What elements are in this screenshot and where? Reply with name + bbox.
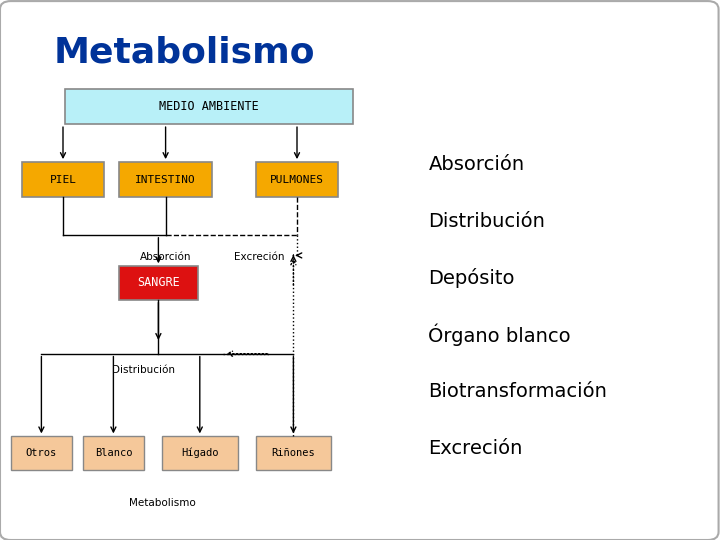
- Bar: [162, 436, 238, 470]
- Text: Blanco: Blanco: [94, 448, 132, 458]
- Text: SANGRE: SANGRE: [137, 276, 180, 289]
- Bar: [22, 162, 104, 197]
- Bar: [83, 436, 144, 470]
- Text: Distribución: Distribución: [112, 365, 174, 375]
- Text: Órgano blanco: Órgano blanco: [428, 323, 571, 346]
- Text: Excreción: Excreción: [234, 252, 284, 261]
- Bar: [256, 436, 331, 470]
- Text: Biotransformación: Biotransformación: [428, 382, 607, 401]
- Bar: [256, 162, 338, 197]
- Text: INTESTINO: INTESTINO: [135, 174, 196, 185]
- Text: Hígado: Hígado: [181, 448, 219, 458]
- Bar: [119, 162, 212, 197]
- Text: Excreción: Excreción: [428, 438, 523, 458]
- Text: Metabolismo: Metabolismo: [129, 498, 195, 508]
- Text: PIEL: PIEL: [50, 174, 76, 185]
- Text: Otros: Otros: [26, 448, 57, 458]
- Text: Riñones: Riñones: [271, 448, 315, 458]
- Text: MEDIO AMBIENTE: MEDIO AMBIENTE: [159, 100, 258, 113]
- Text: Absorción: Absorción: [140, 252, 192, 261]
- Text: Absorción: Absorción: [428, 155, 525, 174]
- Text: Depósito: Depósito: [428, 268, 515, 288]
- Text: Distribución: Distribución: [428, 212, 545, 231]
- Text: Metabolismo: Metabolismo: [54, 35, 315, 69]
- Bar: [11, 436, 72, 470]
- Bar: [119, 266, 198, 300]
- Text: PULMONES: PULMONES: [270, 174, 324, 185]
- Bar: [65, 89, 353, 124]
